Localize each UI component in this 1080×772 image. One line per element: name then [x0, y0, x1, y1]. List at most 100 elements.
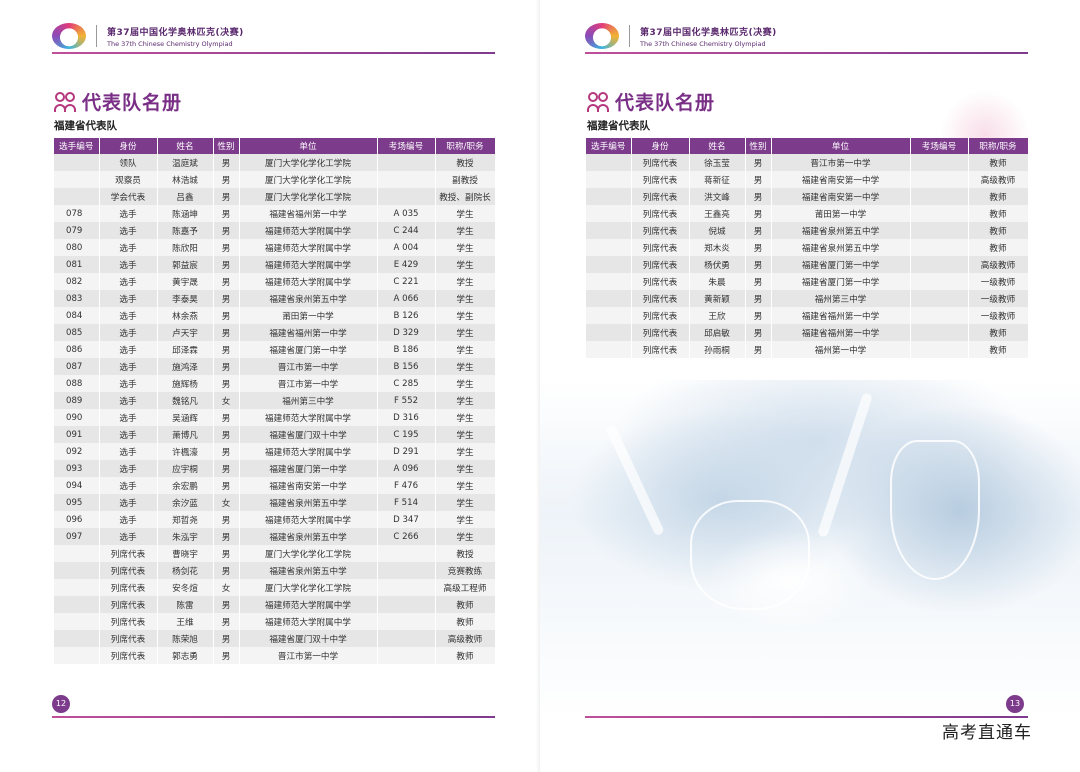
table-cell: 男	[213, 222, 240, 239]
table-cell: 朱泓宇	[157, 528, 214, 545]
table-cell: D 291	[377, 443, 436, 460]
table-cell: 学生	[435, 375, 496, 392]
table-cell: B 156	[377, 358, 436, 375]
table-cell	[54, 579, 100, 596]
team-name: 福建省代表队	[54, 120, 117, 132]
table-row: 089 选手 魏铭凡女福州第三中学 F 552 学生	[54, 392, 496, 409]
table-cell: 高级工程师	[435, 579, 496, 596]
table-cell: 邱泽霖	[157, 341, 214, 358]
table-cell: 男	[745, 205, 772, 222]
table-cell: 学生	[435, 409, 496, 426]
table-cell	[54, 596, 100, 613]
column-header: 单位	[239, 138, 378, 154]
column-header: 考场编号	[377, 138, 436, 154]
table-cell: 男	[213, 205, 240, 222]
table-header-row: 选手编号 身份 姓名 性别 单位 考场编号 职称/职务	[586, 138, 1029, 154]
table-cell: 教师	[968, 222, 1029, 239]
table-cell	[910, 273, 969, 290]
table-cell: 应宇桐	[157, 460, 214, 477]
table-cell: 萧博凡	[157, 426, 214, 443]
table-cell: 选手	[99, 528, 158, 545]
right-page: 第37届中国化学奥林匹克(决赛) The 37th Chinese Chemis…	[540, 0, 1080, 772]
table-cell: 郭志勇	[157, 647, 214, 664]
table-cell: 列席代表	[99, 630, 158, 647]
table-cell: 倪城	[689, 222, 746, 239]
table-cell: 男	[745, 239, 772, 256]
table-cell: D 329	[377, 324, 436, 341]
table-cell	[54, 630, 100, 647]
column-header: 选手编号	[586, 138, 632, 154]
table-cell: 列席代表	[99, 579, 158, 596]
table-cell	[586, 171, 632, 188]
table-cell: 王维	[157, 613, 214, 630]
table-cell: 教师	[968, 188, 1029, 205]
table-cell: D 316	[377, 409, 436, 426]
table-cell	[910, 188, 969, 205]
header-title-en: The 37th Chinese Chemistry Olympiad	[640, 39, 766, 48]
test-tube-shape	[817, 392, 873, 538]
table-cell: 选手	[99, 273, 158, 290]
table-row: 082 选手 黄宇晟男福建师范大学附属中学 C 221 学生	[54, 273, 496, 290]
table-cell: 学生	[435, 307, 496, 324]
table-cell: 魏铭凡	[157, 392, 214, 409]
table-row: 领队 温庭斌男厦门大学化学化工学院 教授	[54, 154, 496, 171]
table-cell: 男	[213, 477, 240, 494]
table-cell: 福建省福州第一中学	[771, 324, 911, 341]
table-cell: 学生	[435, 205, 496, 222]
table-cell: 杨伏勇	[689, 256, 746, 273]
table-row: 列席代表 王鑫亮男莆田第一中学 教师	[586, 205, 1029, 222]
table-cell: 079	[54, 222, 100, 239]
table-cell: 福建师范大学附属中学	[239, 409, 378, 426]
table-cell: 选手	[99, 477, 158, 494]
table-cell: 朱晨	[689, 273, 746, 290]
table-cell: 蒋新征	[689, 171, 746, 188]
table-cell: 选手	[99, 324, 158, 341]
table-row: 列席代表 邱启敏男福建省福州第一中学 教师	[586, 324, 1029, 341]
table-row: 列席代表 陈荣旭男福建省厦门双十中学 高级教师	[54, 630, 496, 647]
table-cell: 一级教师	[968, 307, 1029, 324]
table-cell	[910, 154, 969, 171]
table-cell: 女	[213, 579, 240, 596]
table-cell: 094	[54, 477, 100, 494]
table-cell: 男	[745, 188, 772, 205]
table-cell: 许楓濠	[157, 443, 214, 460]
table-cell: A 035	[377, 205, 436, 222]
table-cell: 选手	[99, 341, 158, 358]
table-cell: 选手	[99, 392, 158, 409]
table-cell	[377, 613, 436, 630]
table-cell: 福州第三中学	[239, 392, 378, 409]
table-cell	[586, 239, 632, 256]
table-cell	[586, 154, 632, 171]
table-cell: 男	[213, 188, 240, 205]
table-cell: 列席代表	[99, 562, 158, 579]
table-row: 084 选手 林余燕男莆田第一中学 B 126 学生	[54, 307, 496, 324]
table-cell: 选手	[99, 426, 158, 443]
table-cell: 陈欣阳	[157, 239, 214, 256]
column-header: 职称/职务	[435, 138, 496, 154]
table-cell: 教授	[435, 154, 496, 171]
table-cell: C 221	[377, 273, 436, 290]
table-cell: 晋江市第一中学	[771, 154, 911, 171]
table-cell: 男	[213, 426, 240, 443]
table-cell: 福建省福州第一中学	[771, 307, 911, 324]
table-cell: 一级教师	[968, 273, 1029, 290]
table-cell: 福建省泉州第五中学	[239, 290, 378, 307]
table-cell: 福建师范大学附属中学	[239, 256, 378, 273]
table-cell: 男	[213, 341, 240, 358]
table-cell	[586, 290, 632, 307]
table-cell: 男	[213, 460, 240, 477]
footer-rule	[52, 716, 495, 718]
header-text: 第37届中国化学奥林匹克(决赛) The 37th Chinese Chemis…	[107, 25, 244, 48]
table-cell: 列席代表	[631, 256, 690, 273]
table-cell: 福州第三中学	[771, 290, 911, 307]
table-cell	[910, 290, 969, 307]
table-cell: D 347	[377, 511, 436, 528]
table-cell: 男	[213, 375, 240, 392]
table-cell: 厦门大学化学化工学院	[239, 545, 378, 562]
lab-photo-illustration	[540, 380, 1080, 720]
header-rule	[52, 52, 495, 54]
table-cell: 学生	[435, 443, 496, 460]
column-header: 姓名	[689, 138, 746, 154]
table-row: 列席代表 陈雷男福建师范大学附属中学 教师	[54, 596, 496, 613]
table-cell: 杨剑花	[157, 562, 214, 579]
